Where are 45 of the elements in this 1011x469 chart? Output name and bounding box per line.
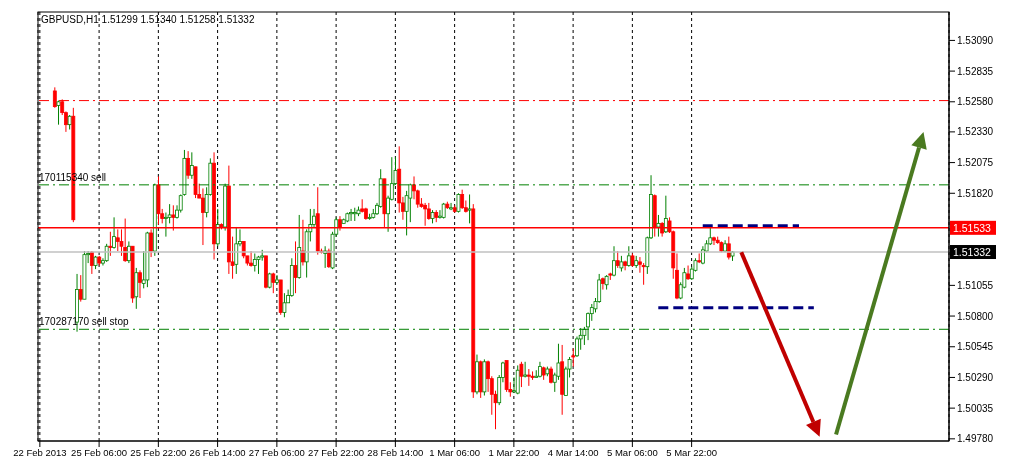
y-tick-label: 1.50290	[957, 371, 994, 383]
y-tick-label: 1.53090	[957, 34, 994, 46]
x-tick-label: 22 Feb 2013	[13, 446, 67, 458]
candlestick	[275, 274, 279, 285]
x-tick-label: 5 Mar 06:00	[607, 446, 658, 458]
y-tick-label: 1.50035	[957, 402, 994, 414]
y-tick-label: 1.52330	[957, 126, 994, 138]
candlestick	[293, 240, 298, 294]
candlestick	[523, 361, 528, 378]
ref-line-label: 1.51533	[953, 221, 992, 234]
candlestick	[349, 208, 353, 222]
candlestick	[712, 236, 716, 246]
y-tick-label: 1.52835	[957, 65, 994, 77]
candlestick	[138, 269, 142, 299]
x-tick-label: 5 Mar 22:00	[666, 446, 717, 458]
candlestick	[612, 245, 616, 277]
ref-line-label: 170287170 sell stop	[39, 316, 129, 328]
x-tick-label: 4 Mar 14:00	[547, 446, 599, 458]
y-tick-label: 1.49780	[957, 433, 994, 445]
candlestick	[571, 348, 576, 368]
candlestick	[108, 231, 113, 257]
chart-title: GBPUSD,H1 1.51299 1.51340 1.51258 1.51332	[41, 14, 255, 25]
x-tick-label: 25 Feb 22:00	[130, 446, 187, 458]
x-tick-label: 27 Feb 22:00	[308, 446, 365, 458]
x-tick-label: 27 Feb 06:00	[248, 446, 305, 458]
x-tick-label: 1 Mar 06:00	[429, 446, 480, 458]
y-tick-label: 1.51820	[957, 187, 994, 199]
candlestick	[112, 216, 116, 250]
x-tick-label: 26 Feb 14:00	[189, 446, 246, 458]
x-tick-label: 25 Feb 06:00	[71, 446, 128, 458]
y-tick-label: 1.52075	[957, 157, 994, 169]
x-tick-label: 28 Feb 14:00	[367, 446, 424, 458]
candlestick	[449, 202, 453, 211]
x-tick-label: 1 Mar 22:00	[488, 446, 540, 458]
candlestick	[515, 364, 520, 395]
candlestick	[234, 226, 239, 275]
candlestick	[249, 250, 253, 268]
candlestick	[460, 189, 465, 210]
y-tick-label: 1.52580	[957, 96, 994, 108]
candlestick	[686, 265, 690, 281]
y-tick-label: 1.51055	[957, 279, 994, 291]
y-tick-label: 1.50545	[957, 341, 994, 353]
y-tick-label: 1.50800	[957, 310, 994, 322]
ref-line-label: 1.51332	[953, 246, 992, 259]
candlestick	[282, 292, 287, 318]
